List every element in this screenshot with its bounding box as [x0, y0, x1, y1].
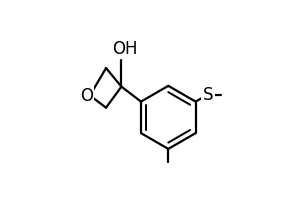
Text: S: S [203, 86, 213, 104]
Text: OH: OH [112, 39, 137, 58]
Text: O: O [80, 87, 93, 105]
